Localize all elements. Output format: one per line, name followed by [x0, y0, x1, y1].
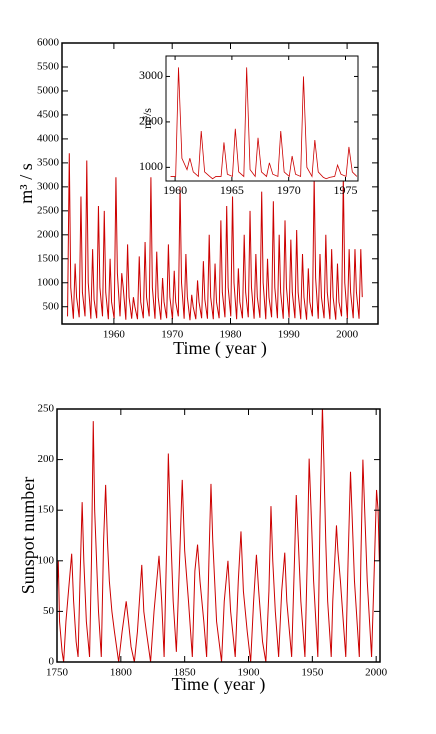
x-axis-label: Time ( year ): [172, 674, 266, 695]
data-line: [57, 409, 380, 662]
x-tick-label: 2000: [365, 667, 388, 679]
data-line: [67, 153, 363, 321]
x-tick-label: 1850: [174, 667, 197, 679]
x-tick-label: 1800: [110, 667, 133, 679]
data-line: [170, 67, 358, 180]
y-axis-label: m³ / s: [16, 163, 36, 203]
x-tick-label: 1960: [163, 183, 187, 197]
y-tick-label: 3000: [37, 180, 60, 192]
axes-frame: [165, 55, 359, 182]
x-tick-label: 1990: [278, 329, 301, 341]
x-tick-label: 1975: [334, 183, 358, 197]
plot-background: [57, 409, 380, 662]
y-tick-label: 4000: [37, 132, 60, 144]
x-tick-label: 1960: [103, 329, 126, 341]
y-tick-label: 200: [38, 453, 55, 465]
y-tick-label: 3500: [37, 156, 60, 168]
y-tick-label: 4500: [37, 108, 60, 120]
y-tick-label: 5500: [37, 61, 60, 73]
y-tick-label: 5000: [37, 84, 60, 96]
inset-background: [166, 56, 358, 181]
y-axis-label: Sunspot number: [18, 477, 38, 595]
x-tick-label: 1950: [301, 667, 324, 679]
x-tick-label: 1900: [238, 667, 261, 679]
y-tick-label: 6000: [37, 37, 60, 49]
x-tick-label: 1980: [219, 329, 242, 341]
y-tick-label: 1000: [37, 276, 60, 288]
axes-frame: [56, 408, 381, 663]
y-tick-label: 250: [38, 403, 55, 415]
y-tick-label: 100: [38, 554, 55, 566]
y-axis-label: m³/s: [140, 108, 154, 129]
y-tick-label: 1500: [37, 252, 60, 264]
y-tick-label: 2000: [139, 114, 163, 128]
x-tick-label: 1965: [220, 183, 244, 197]
y-tick-label: 50: [43, 605, 55, 617]
y-tick-label: 0: [49, 656, 55, 668]
x-tick-label: 1750: [46, 667, 69, 679]
y-tick-label: 2000: [37, 228, 60, 240]
y-tick-label: 1000: [139, 159, 163, 173]
axes-frame: [61, 42, 379, 325]
x-tick-label: 1970: [161, 329, 184, 341]
y-tick-label: 150: [38, 504, 55, 516]
y-tick-label: 500: [43, 300, 60, 312]
x-tick-label: 2000: [336, 329, 359, 341]
x-axis-label: Time ( year ): [173, 338, 267, 359]
y-tick-label: 2500: [37, 204, 60, 216]
x-tick-label: 1970: [277, 183, 301, 197]
y-tick-label: 3000: [139, 68, 163, 82]
